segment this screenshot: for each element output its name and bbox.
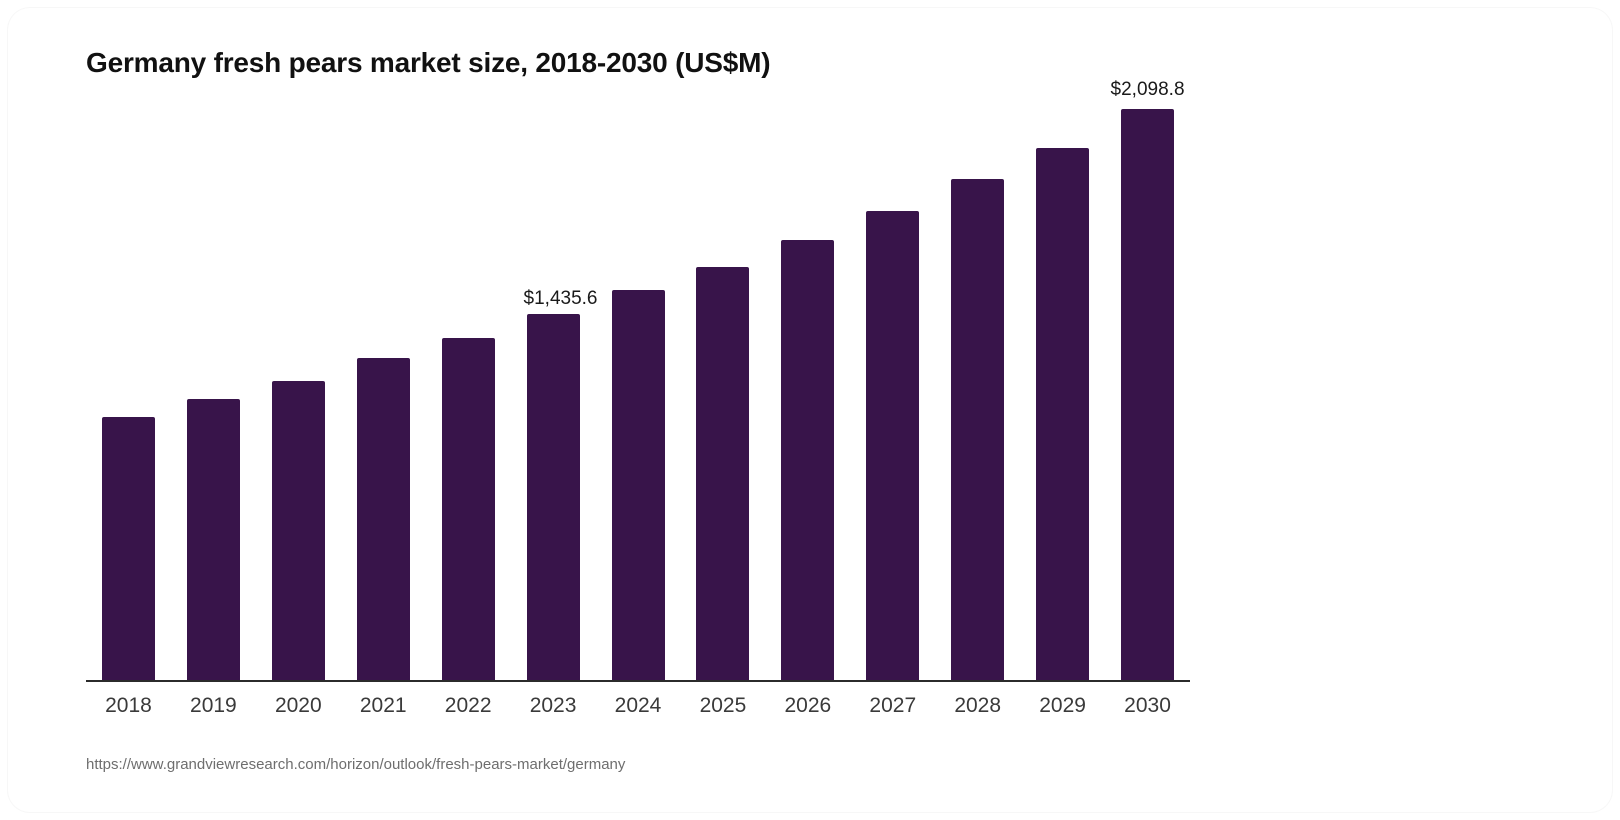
- bar-rect-2018[interactable]: [101, 417, 155, 681]
- bar-rect-2020[interactable]: [271, 381, 325, 681]
- page-title: Germany fresh pears market size, 2018-20…: [86, 47, 771, 78]
- bar-2021[interactable]: [356, 358, 410, 681]
- bar-2023[interactable]: [526, 314, 580, 681]
- bar-rect-2030[interactable]: [1121, 109, 1175, 681]
- chart-card: Germany fresh pears market size, 2018-20…: [8, 8, 1612, 812]
- bar-2024[interactable]: $1,435.6: [524, 288, 665, 681]
- bar-value-label-2030: $2,098.8: [1110, 79, 1185, 100]
- x-tick-label-2030: 2030: [1124, 694, 1171, 717]
- x-tick-label-2029: 2029: [1039, 694, 1086, 717]
- plot-area: $1,435.6 $2,098.8: [86, 78, 1190, 683]
- bar-rect-2021[interactable]: [356, 358, 410, 681]
- bar-rect-2027[interactable]: [866, 210, 920, 681]
- bar-2020[interactable]: [271, 381, 325, 681]
- x-tick-label-2027: 2027: [869, 694, 917, 717]
- x-tick-label-2023: 2023: [529, 694, 577, 717]
- x-tick-label-2018: 2018: [105, 694, 152, 717]
- bar-2030[interactable]: $2,098.8: [1111, 79, 1185, 681]
- x-axis-tick-labels: 2018 2019 2020 2021 2022 2023 2024 2025 2026 2027…: [86, 694, 1190, 730]
- x-tick-label-2026: 2026: [784, 694, 832, 717]
- bar-rect-2022[interactable]: [441, 338, 495, 681]
- bar-2019[interactable]: [186, 399, 240, 681]
- bar-2027[interactable]: [866, 210, 920, 681]
- bar-rect-2028[interactable]: [951, 178, 1005, 681]
- bar-2022[interactable]: [441, 338, 495, 681]
- bar-2028[interactable]: [951, 178, 1005, 681]
- bar-value-label-2024: $1,435.6: [523, 287, 598, 309]
- x-tick-label-2020: 2020: [274, 694, 322, 717]
- bar-rect-2023[interactable]: [526, 314, 580, 681]
- x-tick-label-2028: 2028: [954, 694, 1002, 717]
- bar-2018[interactable]: [101, 417, 155, 681]
- x-tick-label-2025: 2025: [699, 694, 747, 717]
- bar-2025[interactable]: [696, 266, 750, 681]
- x-tick-label-2022: 2022: [444, 694, 492, 717]
- bar-rect-2024[interactable]: [611, 289, 665, 681]
- bar-2029[interactable]: [1036, 147, 1090, 681]
- bar-rect-2025[interactable]: [696, 266, 750, 681]
- x-axis-line: [86, 680, 1190, 682]
- source-url: https://www.grandviewresearch.com/horizo…: [86, 756, 626, 773]
- x-tick-label-2021: 2021: [359, 694, 407, 717]
- x-tick-label-2019: 2019: [190, 694, 237, 717]
- bar-2026[interactable]: [781, 239, 835, 681]
- bar-rect-2029[interactable]: [1036, 147, 1090, 681]
- bar-rect-2026[interactable]: [781, 239, 835, 681]
- x-tick-label-2024: 2024: [614, 694, 662, 717]
- bar-series: $1,435.6 $2,098.8: [86, 78, 1190, 681]
- bar-rect-2019[interactable]: [186, 399, 240, 681]
